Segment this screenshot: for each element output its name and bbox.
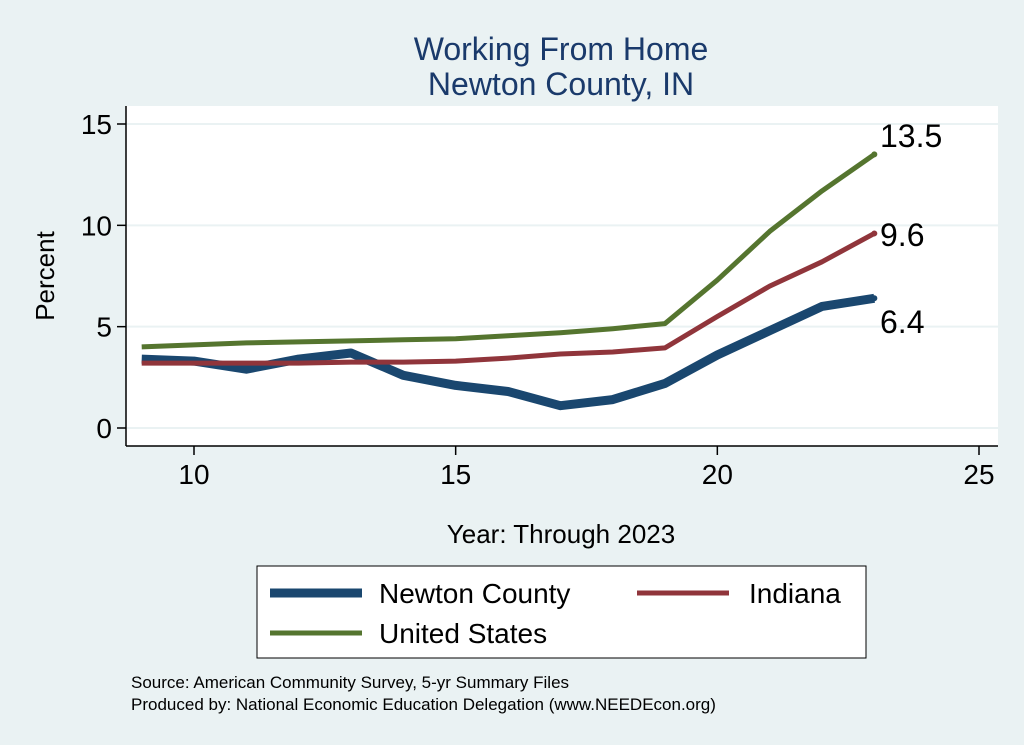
x-tick-label: 25 <box>963 459 994 490</box>
series-line-indiana <box>141 231 876 366</box>
series-line-united-states <box>141 152 876 350</box>
legend-label-newton-county: Newton County <box>379 578 570 609</box>
end-marker-indiana <box>871 230 878 237</box>
end-label-indiana: 9.6 <box>880 217 924 253</box>
end-label-newton-county: 6.4 <box>880 304 924 340</box>
x-tick-label: 15 <box>440 459 471 490</box>
y-tick-label: 15 <box>81 109 112 140</box>
x-tick-label: 20 <box>702 459 733 490</box>
end-marker-united-states <box>871 151 878 158</box>
series-line-newton-county <box>141 293 875 411</box>
x-axis-label: Year: Through 2023 <box>447 519 675 549</box>
x-tick-label: 10 <box>178 459 209 490</box>
legend: Newton County Indiana United States <box>256 565 867 659</box>
plot-area <box>126 106 998 446</box>
legend-label-united-states: United States <box>379 618 547 649</box>
axes: 0 5 10 15 10 15 20 25 <box>81 106 998 490</box>
end-labels: 6.4 9.6 13.5 <box>880 118 942 340</box>
produced-note: Produced by: National Economic Education… <box>131 695 716 714</box>
y-tick-label: 10 <box>81 210 112 241</box>
source-note: Source: American Community Survey, 5-yr … <box>131 673 569 692</box>
y-tick-label: 5 <box>96 312 112 343</box>
chart-title: Working From Home <box>414 31 709 67</box>
grid-lines <box>126 123 998 429</box>
legend-box <box>256 565 867 659</box>
end-label-united-states: 13.5 <box>880 118 942 154</box>
legend-label-indiana: Indiana <box>749 578 841 609</box>
y-tick-label: 0 <box>96 413 112 444</box>
y-axis-label: Percent <box>30 230 60 320</box>
series-lines <box>141 151 878 411</box>
end-marker-newton-county <box>871 295 878 302</box>
chart-subtitle: Newton County, IN <box>428 66 694 102</box>
